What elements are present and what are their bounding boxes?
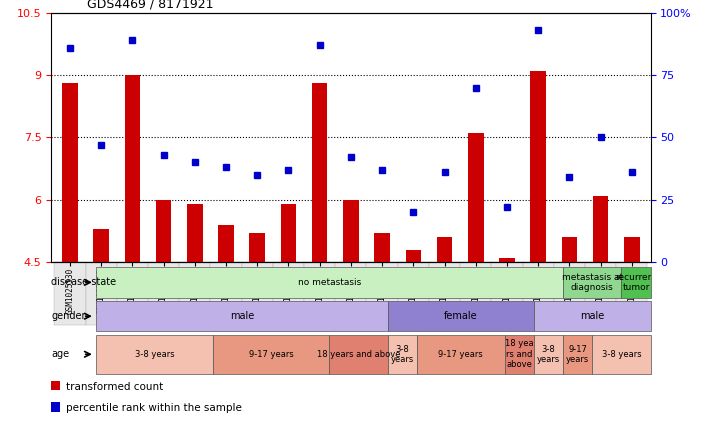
Text: 18 yea
rs and
above: 18 yea rs and above [505,339,533,369]
Bar [179,262,210,325]
Text: metastasis at
diagnosis: metastasis at diagnosis [562,273,623,292]
Bar [124,75,140,262]
Bar [304,262,336,325]
Bar [96,267,563,298]
Bar [218,225,234,262]
Bar [281,204,296,262]
Bar [96,301,388,332]
Bar [148,262,179,325]
Bar [187,204,203,262]
Bar [460,262,491,325]
Bar [499,258,515,262]
Bar [51,381,60,390]
Text: male: male [230,311,254,321]
Bar [210,262,242,325]
Text: GDS4469 / 8171921: GDS4469 / 8171921 [87,0,213,11]
Bar [530,71,546,262]
Bar [563,335,592,374]
Bar [62,83,77,262]
Bar [616,262,648,325]
Text: disease state: disease state [51,277,117,287]
Bar [388,301,534,332]
Text: 9-17 years: 9-17 years [249,350,294,359]
Bar [117,262,148,325]
Text: 3-8
years: 3-8 years [391,345,414,364]
Bar [250,233,265,262]
Bar [156,200,171,262]
Bar [592,335,651,374]
Bar [429,262,460,325]
Bar [534,335,563,374]
Text: percentile rank within the sample: percentile rank within the sample [66,403,242,413]
Bar [93,229,109,262]
Text: recurrent
tumor: recurrent tumor [615,273,657,292]
Bar [388,335,417,374]
Bar [242,262,273,325]
Bar [437,237,452,262]
Bar [585,262,616,325]
Bar [343,200,358,262]
Bar [54,262,85,325]
Bar [336,262,366,325]
Text: 18 years and above: 18 years and above [317,350,400,359]
Bar [554,262,585,325]
Bar [505,335,534,374]
Text: gender: gender [51,311,86,321]
Bar [213,335,329,374]
Bar [491,262,523,325]
Bar [563,267,621,298]
Text: age: age [51,349,69,359]
Bar [593,196,609,262]
Text: male: male [580,311,604,321]
Bar [329,335,388,374]
Text: female: female [444,311,478,321]
Bar [405,250,421,262]
Bar [534,301,651,332]
Bar [468,133,483,262]
Bar [374,233,390,262]
Bar [621,267,651,298]
Bar [417,335,505,374]
Bar [624,237,640,262]
Bar [562,237,577,262]
Text: 3-8 years: 3-8 years [602,350,641,359]
Text: no metastasis: no metastasis [298,278,361,287]
Text: 3-8 years: 3-8 years [134,350,174,359]
Bar [273,262,304,325]
Text: 9-17 years: 9-17 years [439,350,483,359]
Bar [96,335,213,374]
Text: 3-8
years: 3-8 years [537,345,560,364]
Bar [523,262,554,325]
Bar [85,262,117,325]
Text: 9-17
years: 9-17 years [566,345,589,364]
Bar [366,262,397,325]
Text: transformed count: transformed count [66,382,164,392]
Bar [312,83,328,262]
Bar [51,402,60,412]
Bar [397,262,429,325]
